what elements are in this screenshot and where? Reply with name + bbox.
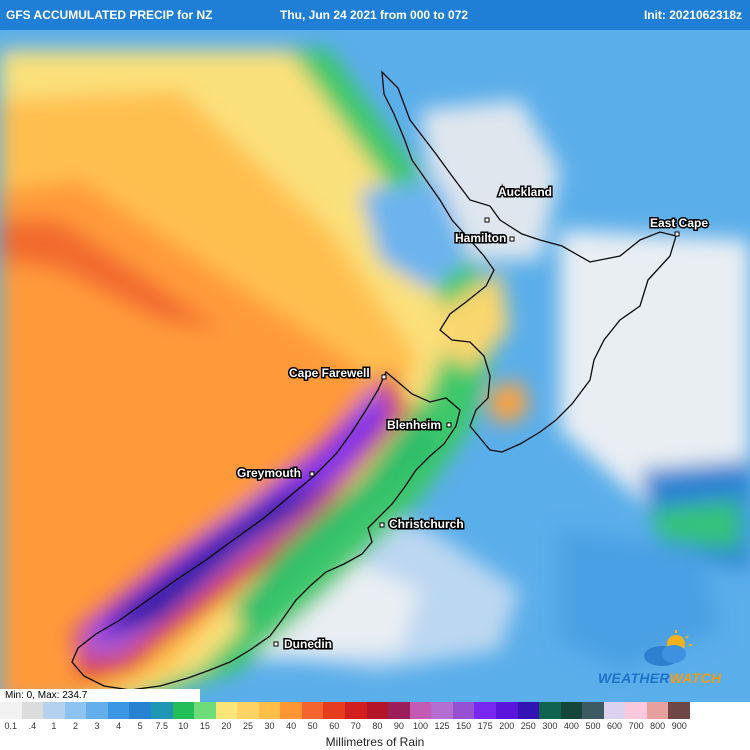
legend-tick: 1	[51, 721, 57, 731]
legend-tick: 900	[671, 721, 687, 731]
legend-swatch	[129, 702, 151, 719]
greymouth-marker	[309, 471, 315, 477]
brand-part-2: WATCH	[669, 670, 722, 686]
legend-swatch	[625, 702, 647, 719]
legend-swatch	[301, 702, 324, 719]
legend-tick: 2	[72, 721, 78, 731]
legend-tick: 5	[137, 721, 143, 731]
legend-swatch	[366, 702, 389, 719]
legend-tick: 50	[307, 721, 318, 731]
legend-swatch	[560, 702, 583, 719]
weatherwatch-brand: WEATHERWATCH	[598, 670, 721, 686]
legend-swatch	[107, 702, 130, 719]
label-hamilton: Hamilton	[455, 231, 506, 245]
legend-swatch	[194, 702, 216, 719]
legend-tick: 600	[607, 721, 623, 731]
legend-swatch	[0, 702, 22, 719]
label-blenheim: Blenheim	[387, 418, 441, 432]
legend-swatch	[582, 702, 604, 719]
legend-swatch	[409, 702, 432, 719]
christchurch-marker	[379, 522, 385, 528]
legend-swatch	[646, 702, 669, 719]
legend-tick: 15	[199, 721, 210, 731]
legend-swatch	[668, 702, 690, 719]
hamilton-marker	[509, 236, 515, 242]
label-east-cape: East Cape	[650, 216, 708, 230]
legend-swatch	[43, 702, 65, 719]
legend-tick-labels: 0.1 .4 1 2 3 4 5 7.5 10 15 20 25 30 40 50 60 70 80 90 100 12…	[0, 720, 690, 732]
label-greymouth: Greymouth	[237, 466, 301, 480]
legend-tick: .4	[28, 721, 37, 731]
legend-swatch	[517, 702, 540, 719]
east-cape-marker	[674, 231, 680, 237]
legend-swatch	[495, 702, 518, 719]
legend-tick: 4	[116, 721, 122, 731]
legend-tick: 60	[329, 721, 340, 731]
legend-tick: 7.5	[155, 721, 168, 731]
label-cape-farewell: Cape Farewell	[289, 366, 370, 380]
legend-tick: 300	[542, 721, 558, 731]
legend-swatch	[172, 702, 195, 719]
legend-swatch	[474, 702, 496, 719]
legend-tick: 20	[221, 721, 232, 731]
legend-tick: 500	[585, 721, 601, 731]
legend-swatch	[237, 702, 259, 719]
legend-tick: 800	[650, 721, 666, 731]
legend-tick: 125	[434, 721, 450, 731]
place-markers	[273, 217, 680, 647]
legend-title: Millimetres of Rain	[325, 735, 425, 749]
legend-swatch	[323, 702, 345, 719]
legend-swatch	[431, 702, 453, 719]
header-title: GFS ACCUMULATED PRECIP for NZ	[6, 8, 213, 22]
legend-swatch	[86, 702, 108, 719]
legend-tick: 100	[412, 721, 428, 731]
weatherwatch-logo-icon	[644, 630, 692, 666]
legend-swatch	[21, 702, 44, 719]
legend-tick: 150	[456, 721, 472, 731]
legend-tick: 250	[520, 721, 536, 731]
legend-tick: 10	[178, 721, 189, 731]
legend-swatch	[539, 702, 561, 719]
header-date-range: Thu, Jun 24 2021 from 000 to 072	[280, 8, 469, 22]
legend-swatch	[280, 702, 302, 719]
legend-swatch	[452, 702, 475, 719]
precipitation-map: Auckland Hamilton East Cape Cape Farewel…	[0, 30, 750, 702]
legend-swatch	[215, 702, 238, 719]
legend: 0.1 .4 1 2 3 4 5 7.5 10 15 20 25 30 40 50 60 70 80 90 100 12…	[0, 702, 750, 750]
precip-field	[0, 50, 750, 702]
legend-tick: 80	[372, 721, 383, 731]
label-dunedin: Dunedin	[284, 637, 332, 651]
dunedin-marker	[273, 641, 279, 647]
legend-swatch	[603, 702, 626, 719]
legend-tick: 40	[286, 721, 297, 731]
brand-part-1: WEATHER	[598, 670, 670, 686]
legend-tick: 200	[499, 721, 515, 731]
legend-tick: 25	[242, 721, 253, 731]
legend-swatch	[388, 702, 410, 719]
label-christchurch: Christchurch	[389, 517, 464, 531]
cape-farewell-marker	[381, 374, 387, 380]
legend-tick: 175	[477, 721, 493, 731]
min-max-readout: Min: 0, Max: 234.7	[0, 689, 200, 702]
legend-swatch	[345, 702, 367, 719]
legend-swatch	[258, 702, 281, 719]
label-auckland: Auckland	[498, 185, 552, 199]
legend-tick: 3	[94, 721, 100, 731]
legend-tick: 400	[563, 721, 579, 731]
legend-tick: 30	[264, 721, 275, 731]
legend-tick: 90	[393, 721, 404, 731]
legend-swatch	[64, 702, 87, 719]
legend-tick: 700	[628, 721, 644, 731]
legend-swatch	[150, 702, 173, 719]
legend-tick: 70	[350, 721, 361, 731]
blenheim-marker	[446, 422, 452, 428]
header-init-time: Init: 2021062318z	[643, 8, 742, 22]
legend-color-bar	[0, 702, 690, 719]
auckland-marker	[484, 217, 490, 223]
legend-tick: 0.1	[4, 721, 18, 731]
header-bar: GFS ACCUMULATED PRECIP for NZ Thu, Jun 2…	[0, 0, 750, 30]
